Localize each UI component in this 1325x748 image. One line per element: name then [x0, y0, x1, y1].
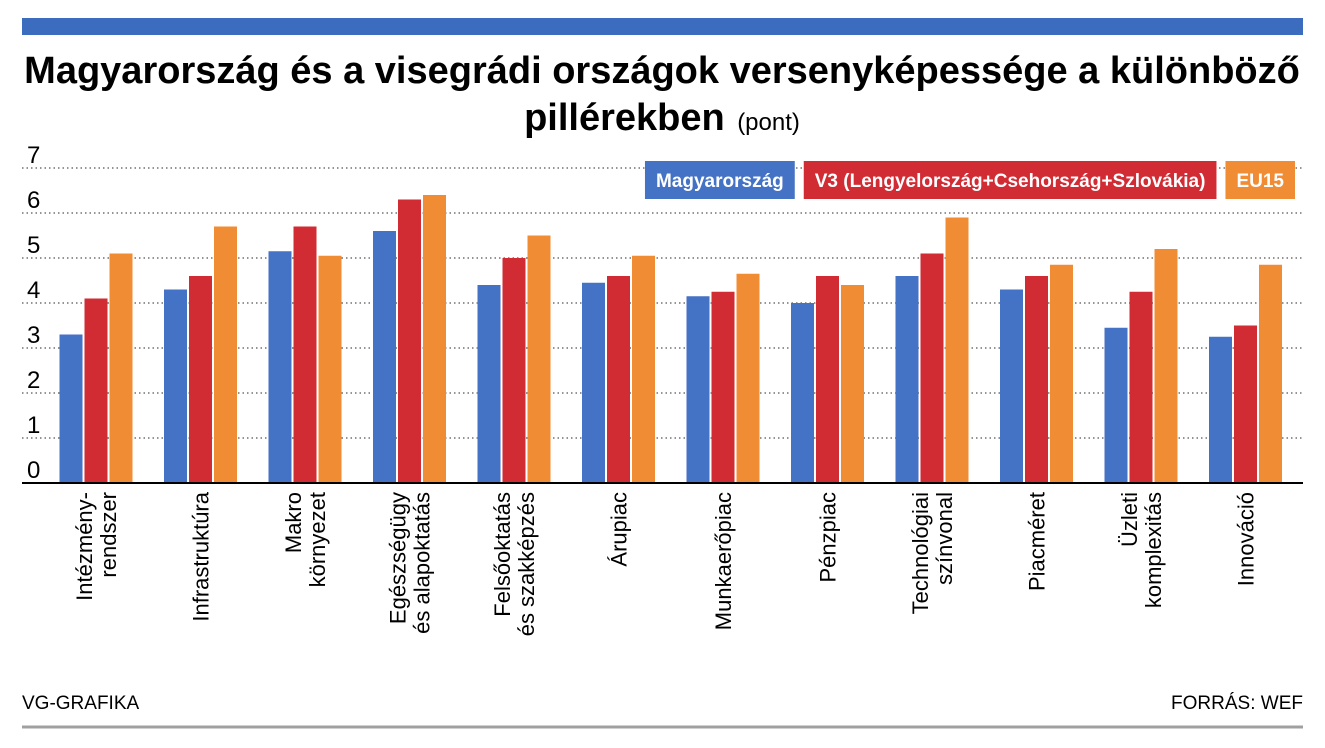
category-label-line: Piacméret	[1025, 492, 1050, 591]
y-tick-label: 7	[27, 142, 40, 169]
category-label-line: és alapoktatás	[410, 492, 435, 634]
chart-unit: (pont)	[737, 109, 800, 136]
y-tick-label: 1	[27, 412, 40, 439]
y-tick-label: 3	[27, 322, 40, 349]
category-label: Felsőoktatás és szakképzés	[490, 492, 539, 636]
category-label: Innováció	[1234, 492, 1259, 586]
bar	[59, 334, 83, 483]
bar	[791, 303, 814, 483]
bar	[816, 276, 839, 483]
bar	[268, 251, 292, 483]
category-label-line: környezet	[305, 492, 330, 587]
bar	[1259, 264, 1282, 483]
category-label-line: Intézmény-	[72, 492, 97, 601]
bar	[164, 289, 187, 483]
legend: EU15 V3 (Lengyelország+Csehország+Szlovák…	[644, 161, 1295, 199]
category-label-line: Makro	[281, 492, 306, 553]
category-label: Munkaerőpiac	[711, 492, 736, 630]
bar	[1050, 264, 1073, 483]
category-label: Technológiai színvonal	[908, 492, 957, 614]
category-label: Pénzpiac	[816, 492, 841, 583]
bar	[736, 273, 760, 483]
category-label-line: rendszer	[96, 492, 121, 578]
bars	[59, 195, 1282, 483]
legend-swatch	[803, 161, 1217, 199]
category-label-line: Árupiac	[607, 492, 632, 567]
category-label: Piacméret	[1025, 492, 1050, 591]
bar	[84, 298, 108, 483]
bar	[1025, 276, 1048, 483]
category-label-line: Munkaerőpiac	[711, 492, 736, 630]
y-tick-label: 2	[27, 367, 40, 394]
bar	[895, 276, 919, 483]
y-tick-label: 5	[27, 232, 40, 259]
y-tick-label: 4	[27, 277, 40, 304]
bar	[945, 217, 969, 483]
legend-swatch	[644, 161, 795, 199]
category-label: Egészségügy és alapoktatás	[386, 492, 435, 634]
legend-label: EU15	[1236, 171, 1284, 192]
bar	[711, 291, 735, 483]
bar	[398, 199, 421, 483]
category-label-line: színvonal	[932, 492, 957, 585]
bar	[841, 285, 864, 483]
chart-title: Magyarország és a visegrádi országok ver…	[24, 50, 1300, 92]
bar	[607, 276, 630, 483]
bar	[1104, 327, 1128, 483]
category-label-line: Innováció	[1234, 492, 1259, 586]
category-label: Üzleti komplexitás	[1117, 492, 1166, 608]
bar	[293, 226, 317, 483]
bar	[477, 285, 501, 483]
bar	[373, 231, 396, 483]
category-label-line: komplexitás	[1141, 492, 1166, 608]
bar	[502, 258, 526, 483]
category-label-line: Üzleti	[1117, 492, 1142, 547]
footer-right: FORRÁS: WEF	[1171, 693, 1303, 714]
footer-left: VG-GRAFIKA	[22, 693, 140, 714]
category-label: Árupiac	[607, 492, 632, 567]
legend-label: V3 (Lengyelország+Csehország+Szlovákia)	[815, 171, 1206, 192]
category-label: Intézmény-rendszer	[72, 492, 121, 601]
bar	[527, 235, 551, 483]
bar	[582, 282, 605, 483]
category-label: Makro környezet	[281, 492, 330, 587]
y-tick-label: 6	[27, 187, 40, 214]
bar	[1234, 325, 1257, 483]
bar	[109, 253, 133, 483]
bar	[632, 255, 655, 483]
bar	[1129, 291, 1153, 483]
category-label-line: Egészségügy	[386, 492, 411, 624]
legend-label: Magyarország	[656, 171, 784, 192]
bar	[1209, 336, 1232, 483]
bar	[686, 296, 710, 483]
category-label-line: és szakképzés	[514, 492, 539, 636]
bar	[214, 226, 237, 483]
chart-title-line2: pillérekben (pont)	[524, 97, 800, 139]
bar	[1154, 249, 1178, 483]
chart-title-word: pillérekben	[524, 97, 725, 139]
category-label: Infrastruktúra	[189, 491, 214, 621]
bar	[1000, 289, 1023, 483]
top-accent-bar	[22, 18, 1303, 35]
y-tick-label: 0	[27, 457, 40, 484]
category-label-line: Felsőoktatás	[490, 492, 515, 617]
category-label-line: Infrastruktúra	[189, 491, 214, 621]
bar	[189, 276, 212, 483]
bar	[920, 253, 944, 483]
y-axis-ticks: 0 1 2 3 4 5 6 7	[27, 142, 40, 484]
category-label-line: Technológiai	[908, 492, 933, 614]
legend-swatch	[1225, 161, 1295, 199]
bar	[318, 255, 342, 483]
bar	[423, 195, 446, 483]
category-label-line: Pénzpiac	[816, 492, 841, 583]
category-labels: Intézmény-rendszer Infrastruktúra Makro kör…	[72, 491, 1259, 636]
